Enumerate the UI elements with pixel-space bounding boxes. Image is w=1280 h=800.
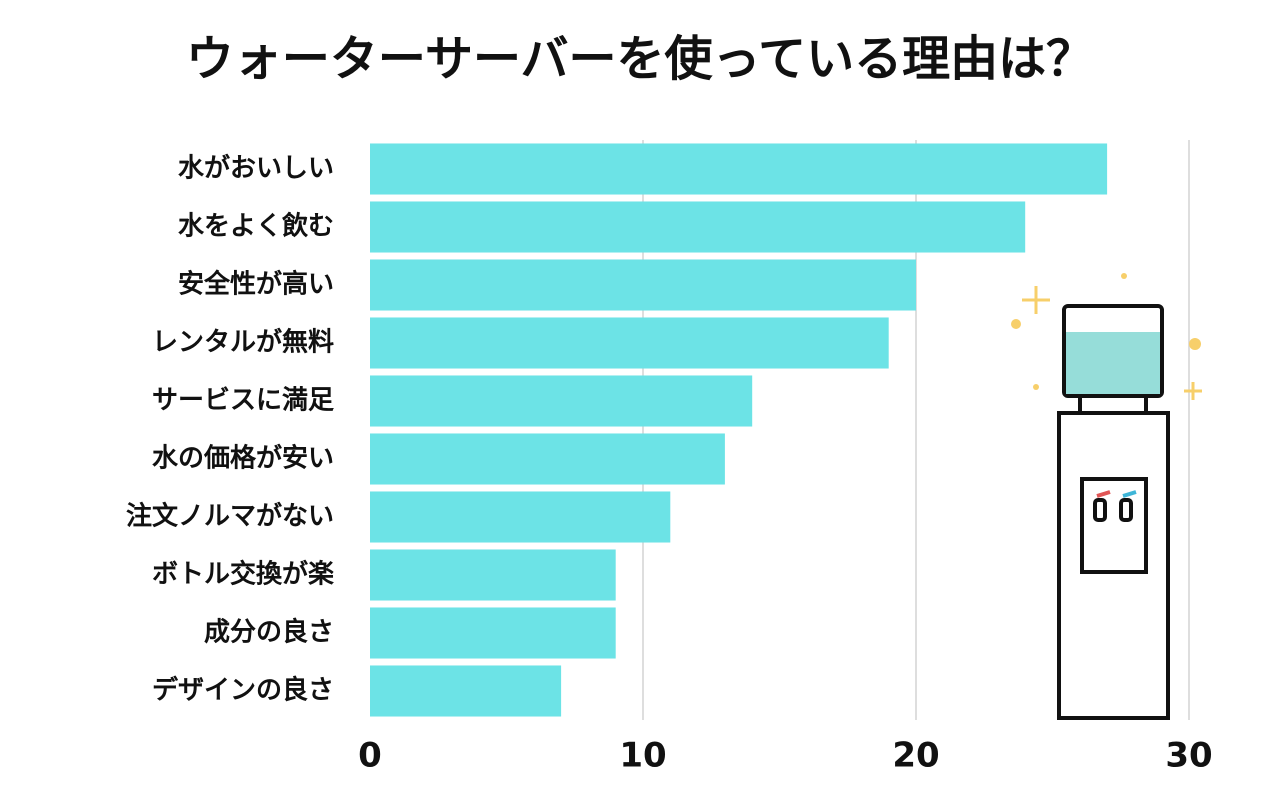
sparkles [1022,286,1202,400]
bar [370,665,562,717]
y-tick-label: 水の価格が安い [152,443,334,474]
bar [370,143,1108,195]
bar [370,317,889,369]
bar [370,549,616,601]
y-tick-label: レンタルが無料 [152,327,334,358]
bar [370,201,1026,253]
bar [370,491,671,543]
bottle-water [1066,332,1160,394]
tap [1093,498,1107,522]
dots [1011,273,1201,390]
y-tick-label: 水をよく飲む [178,211,334,242]
y-tick-label: 注文ノルマがない [126,501,334,532]
bar [370,433,725,485]
bar [370,375,753,427]
y-tick-label: サービスに満足 [152,386,334,416]
y-tick-label: 水がおいしい [178,153,334,184]
x-tick-label: 30 [1165,736,1212,776]
tap-panel [1080,477,1148,574]
x-tick-label: 0 [358,736,382,776]
x-tick-label: 20 [892,736,939,776]
bar [370,607,616,659]
server-body [1057,411,1170,720]
chart-title: ウォーターサーバーを使っている理由は？ [186,31,1094,87]
y-tick-label: ボトル交換が楽 [152,559,335,590]
water-server-illustration [1011,273,1202,720]
y-tick-label: 安全性が高い [178,269,334,300]
x-tick-label: 10 [619,736,666,776]
y-tick-label: 成分の良さ [204,617,334,648]
bar [370,259,916,311]
y-tick-label: デザインの良さ [152,675,334,706]
hot-mark [1096,490,1111,498]
bottle-neck [1078,394,1148,415]
cold-mark [1122,490,1137,498]
tap [1119,498,1133,522]
